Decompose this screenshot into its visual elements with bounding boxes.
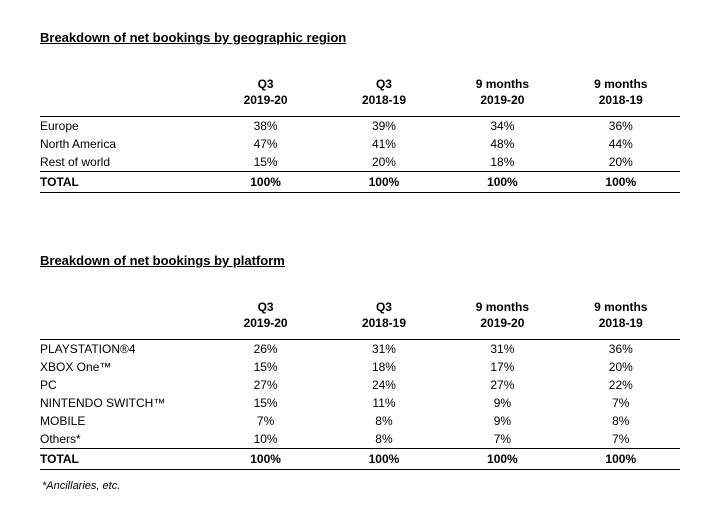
cell: 39% — [325, 117, 443, 135]
total-row: TOTAL 100% 100% 100% 100% — [40, 449, 680, 470]
row-label: Others* — [40, 430, 206, 449]
col-head-2: 9 months2019-20 — [443, 298, 561, 340]
cell: 7% — [562, 430, 680, 449]
footnote: *Ancillaries, etc. — [42, 480, 680, 492]
row-label: North America — [40, 135, 206, 153]
cell: 8% — [562, 412, 680, 430]
total-label: TOTAL — [40, 172, 206, 193]
cell: 10% — [206, 430, 324, 449]
cell: 44% — [562, 135, 680, 153]
cell: 34% — [443, 117, 561, 135]
cell: 47% — [206, 135, 324, 153]
cell: 8% — [325, 430, 443, 449]
cell: 9% — [443, 412, 561, 430]
cell: 20% — [562, 153, 680, 172]
cell: 7% — [562, 394, 680, 412]
table-row: XBOX One™ 15% 18% 17% 20% — [40, 358, 680, 376]
total-label: TOTAL — [40, 449, 206, 470]
col-head-1: Q32018-19 — [325, 298, 443, 340]
row-label: NINTENDO SWITCH™ — [40, 394, 206, 412]
table-row: PC 27% 24% 27% 22% — [40, 376, 680, 394]
cell: 24% — [325, 376, 443, 394]
region-table: Q32019-20 Q32018-19 9 months2019-20 9 mo… — [40, 75, 680, 193]
cell: 27% — [206, 376, 324, 394]
cell: 31% — [443, 340, 561, 358]
table-row: Rest of world 15% 20% 18% 20% — [40, 153, 680, 172]
cell: 38% — [206, 117, 324, 135]
cell: 27% — [443, 376, 561, 394]
col-head-3: 9 months2018-19 — [562, 298, 680, 340]
row-label: PC — [40, 376, 206, 394]
cell: 9% — [443, 394, 561, 412]
cell: 18% — [325, 358, 443, 376]
cell: 8% — [325, 412, 443, 430]
cell: 17% — [443, 358, 561, 376]
section1-title: Breakdown of net bookings by geographic … — [40, 30, 680, 45]
cell: 48% — [443, 135, 561, 153]
cell: 7% — [443, 430, 561, 449]
table-row: North America 47% 41% 48% 44% — [40, 135, 680, 153]
row-label: PLAYSTATION®4 — [40, 340, 206, 358]
platform-table: Q32019-20 Q32018-19 9 months2019-20 9 mo… — [40, 298, 680, 470]
total-cell: 100% — [443, 449, 561, 470]
row-label: XBOX One™ — [40, 358, 206, 376]
cell: 36% — [562, 340, 680, 358]
col-head-2: 9 months2019-20 — [443, 75, 561, 117]
total-row: TOTAL 100% 100% 100% 100% — [40, 172, 680, 193]
col-head-0: Q32019-20 — [206, 75, 324, 117]
cell: 20% — [562, 358, 680, 376]
cell: 18% — [443, 153, 561, 172]
cell: 15% — [206, 358, 324, 376]
total-cell: 100% — [443, 172, 561, 193]
col-head-0: Q32019-20 — [206, 298, 324, 340]
cell: 31% — [325, 340, 443, 358]
cell: 20% — [325, 153, 443, 172]
cell: 36% — [562, 117, 680, 135]
total-cell: 100% — [325, 172, 443, 193]
row-label: Europe — [40, 117, 206, 135]
cell: 15% — [206, 153, 324, 172]
col-head-3: 9 months2018-19 — [562, 75, 680, 117]
col-head-blank — [40, 75, 206, 117]
col-head-1: Q32018-19 — [325, 75, 443, 117]
cell: 15% — [206, 394, 324, 412]
total-cell: 100% — [206, 449, 324, 470]
cell: 7% — [206, 412, 324, 430]
cell: 22% — [562, 376, 680, 394]
cell: 11% — [325, 394, 443, 412]
cell: 26% — [206, 340, 324, 358]
table-row: MOBILE 7% 8% 9% 8% — [40, 412, 680, 430]
section2-title: Breakdown of net bookings by platform — [40, 253, 680, 268]
total-cell: 100% — [562, 172, 680, 193]
table-row: PLAYSTATION®4 26% 31% 31% 36% — [40, 340, 680, 358]
total-cell: 100% — [206, 172, 324, 193]
cell: 41% — [325, 135, 443, 153]
row-label: MOBILE — [40, 412, 206, 430]
col-head-blank — [40, 298, 206, 340]
total-cell: 100% — [325, 449, 443, 470]
table-row: NINTENDO SWITCH™ 15% 11% 9% 7% — [40, 394, 680, 412]
table-row: Others* 10% 8% 7% 7% — [40, 430, 680, 449]
total-cell: 100% — [562, 449, 680, 470]
row-label: Rest of world — [40, 153, 206, 172]
table-row: Europe 38% 39% 34% 36% — [40, 117, 680, 135]
